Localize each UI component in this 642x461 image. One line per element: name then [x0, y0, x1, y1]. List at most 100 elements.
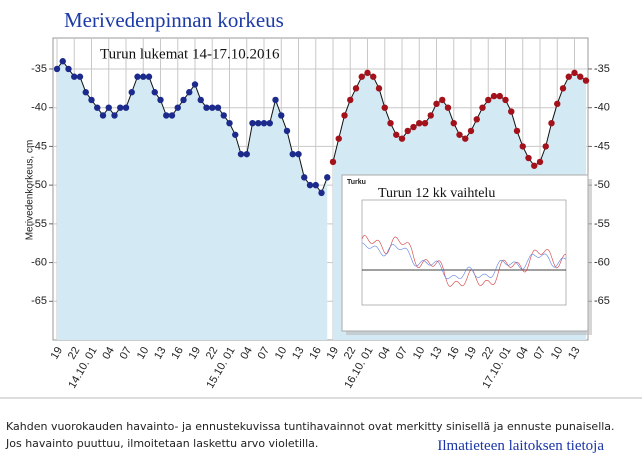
inset: Turku Turun 12 kk vaihtelu [341, 174, 592, 335]
marker [88, 96, 95, 104]
marker [283, 127, 291, 135]
marker [214, 104, 222, 111]
marker [410, 123, 417, 131]
marker [565, 73, 572, 80]
info-link[interactable]: Ilmatieteen laitoksen tietoja [437, 438, 604, 454]
marker [473, 116, 480, 123]
marker [168, 112, 176, 119]
marker [203, 104, 210, 111]
y-tick-label-right: -50 [594, 179, 610, 191]
marker [318, 189, 325, 197]
x-tick-label: 04 [514, 345, 531, 362]
y-tick-label-right: -45 [594, 140, 610, 152]
x-tick-label: 19 [49, 345, 66, 362]
marker [450, 119, 457, 127]
marker [352, 85, 360, 92]
marker [375, 85, 383, 92]
y-tick-label: -45 [31, 140, 47, 152]
y-axis-label: Merivedenkorkeus, cm [25, 140, 36, 241]
marker [249, 119, 256, 127]
x-tick-label: 13 [290, 345, 307, 362]
x-tick-label: 22 [204, 345, 221, 362]
x-tick-label: 07 [532, 345, 549, 362]
marker [174, 104, 181, 111]
marker [197, 96, 204, 104]
x-tick-label: 19 [325, 345, 342, 362]
chart-subtitle: Turun lukemat 14-17.10.2016 [100, 46, 280, 62]
marker [485, 96, 492, 104]
marker [232, 131, 239, 138]
x-tick-label: 22 [342, 345, 359, 362]
x-tick-label: 10 [549, 345, 566, 362]
marker [140, 73, 147, 80]
x-tick-label: 13 [428, 345, 445, 362]
marker [462, 135, 469, 142]
marker [53, 65, 61, 73]
y-tick-label-right: -35 [594, 63, 610, 75]
x-tick-label: 13 [566, 345, 583, 362]
marker [65, 65, 72, 73]
y-tick-label-right: -60 [594, 256, 610, 268]
marker [71, 73, 78, 80]
marker [122, 104, 130, 111]
x-tick-label: 10 [411, 345, 428, 362]
marker [209, 104, 216, 111]
marker [335, 135, 342, 142]
y-tick-label-right: -65 [594, 295, 610, 307]
marker [358, 73, 365, 80]
marker [82, 89, 89, 96]
y-tick-label-right: -55 [594, 218, 610, 230]
marker [542, 143, 549, 150]
y-tick-label: -65 [31, 295, 47, 307]
y-tick-label: -60 [31, 256, 47, 268]
marker [467, 127, 475, 135]
footer-note: Kahden vuorokauden havainto- ja ennustek… [6, 420, 615, 450]
x-tick-label: 04 [238, 345, 255, 362]
x-tick-label: 04 [376, 345, 393, 362]
marker [370, 73, 377, 80]
marker [117, 104, 124, 111]
marker [439, 96, 446, 104]
marker [145, 73, 153, 80]
marker [191, 81, 199, 88]
y-tick-label: -35 [31, 63, 47, 75]
inset-plot [361, 199, 567, 306]
marker [243, 150, 250, 158]
marker [341, 112, 348, 119]
marker [347, 96, 354, 104]
chart: Merivedenpinnan korkeus Merivedenkorkeus… [0, 8, 642, 399]
marker [381, 104, 388, 111]
marker [105, 104, 112, 111]
marker [398, 135, 406, 142]
x-tick-label: 19 [463, 345, 480, 362]
marker [94, 104, 101, 111]
marker [490, 92, 498, 100]
inset-line [361, 242, 567, 280]
marker [364, 69, 371, 77]
x-tick-label: 07 [118, 345, 135, 362]
marker [416, 119, 423, 127]
area [57, 61, 328, 340]
marker [456, 131, 463, 138]
marker [163, 112, 170, 119]
marker [266, 119, 273, 127]
marker [134, 73, 141, 80]
marker [260, 119, 268, 127]
marker [278, 112, 285, 119]
marker [76, 73, 84, 80]
marker [157, 96, 164, 104]
marker [427, 112, 434, 119]
marker [496, 92, 503, 100]
marker [289, 150, 296, 158]
x-tick-label: 13 [152, 345, 169, 362]
marker [571, 69, 578, 77]
marker [531, 162, 538, 169]
x-tick-label: 16 [169, 345, 186, 362]
marker [272, 96, 279, 104]
marker [502, 96, 509, 104]
inset-title: Turun 12 kk vaihtelu [378, 186, 495, 201]
marker [559, 85, 567, 92]
x-tick-label: 19 [187, 345, 204, 362]
x-tick-label: 10 [273, 345, 290, 362]
